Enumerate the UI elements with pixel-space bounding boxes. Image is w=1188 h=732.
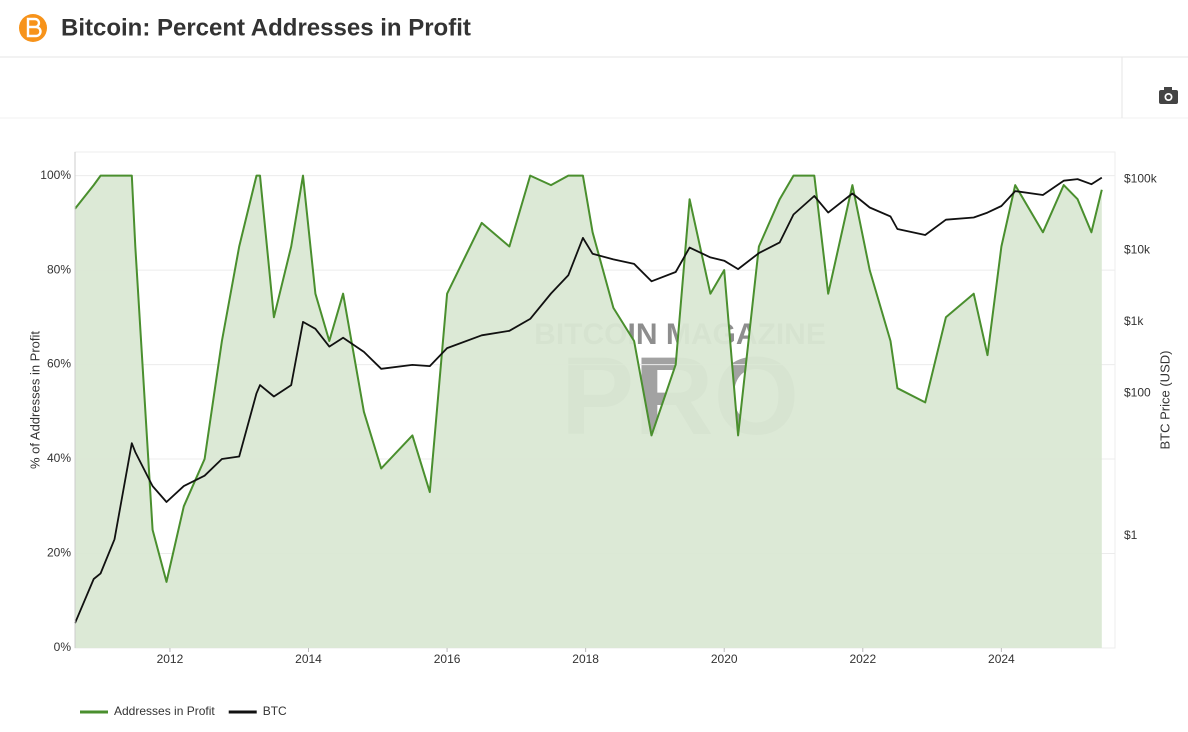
series-line (74, 174, 1103, 583)
y2-tick-label: $10k (1124, 243, 1151, 257)
legend-label: BTC (263, 704, 287, 718)
camera-top[interactable] (1164, 87, 1172, 91)
y-tick-label: 20% (47, 546, 71, 560)
x-tick-label: 2018 (572, 652, 599, 666)
x-tick-label: 2016 (434, 652, 461, 666)
y-tick-label: 80% (47, 262, 71, 276)
y-tick-label: 100% (40, 168, 71, 182)
y2-tick-label: $1k (1124, 314, 1144, 328)
y-tick-label: 60% (47, 357, 71, 371)
x-tick-label: 2022 (849, 652, 876, 666)
y2-tick-label: $100k (1124, 171, 1158, 185)
bitcoin-icon-glyph (26, 17, 42, 38)
page-title: Bitcoin: Percent Addresses in Profit (61, 14, 471, 41)
y-axis-title: % of Addresses in Profit (27, 331, 42, 469)
x-tick-label: 2020 (711, 652, 738, 666)
y-tick-label: 0% (54, 640, 72, 654)
y2-tick-label: $100 (1124, 385, 1151, 399)
y2-tick-label: $1 (1124, 528, 1138, 542)
series-line (74, 176, 1103, 624)
area (75, 175, 1102, 648)
plot: BITCOIN MAGAZINEPRO0%20%40%60%80%100%$1$… (27, 151, 1172, 718)
camera-button[interactable] (1159, 87, 1178, 104)
y-tick-label: 40% (47, 451, 71, 465)
x-tick-label: 2024 (988, 652, 1015, 666)
legend-label: Addresses in Profit (114, 704, 215, 718)
x-tick-label: 2014 (295, 652, 322, 666)
x-tick-label: 2012 (157, 652, 184, 666)
camera-lens[interactable] (1166, 94, 1171, 100)
y2-axis-title: BTC Price (USD) (1157, 351, 1172, 450)
